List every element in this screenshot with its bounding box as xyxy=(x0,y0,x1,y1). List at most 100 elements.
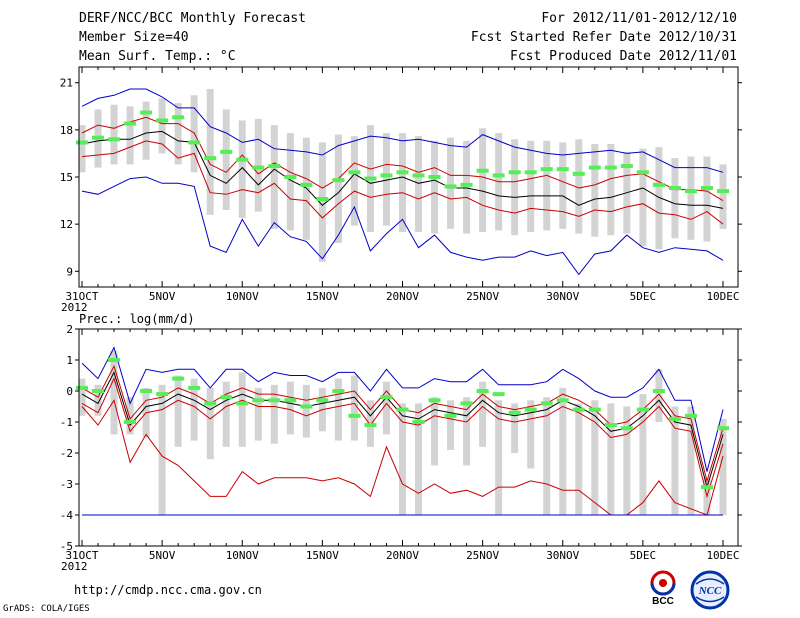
temp-observed-marker xyxy=(620,164,633,168)
precip-box xyxy=(254,387,262,441)
temp-x-tick-label: 5DEC xyxy=(630,290,657,303)
forecast-produced-label: Fcst Produced Date 2012/11/01 xyxy=(510,49,737,64)
precip-x-tick-label: 5DEC xyxy=(630,549,657,562)
temp-x-tick-label: 10NOV xyxy=(226,290,259,303)
precip-upper-envelope-line xyxy=(81,346,724,472)
temp-observed-marker xyxy=(668,186,681,190)
precip-observed-marker xyxy=(492,392,505,397)
temp-box xyxy=(206,89,214,215)
precip-y-tick-label: -4 xyxy=(60,509,74,522)
temp-box xyxy=(703,156,711,242)
precip-observed-marker xyxy=(604,423,617,428)
precip-box xyxy=(158,384,166,515)
precip-y-tick-label: 1 xyxy=(66,354,73,367)
temp-x-tick-label: 30NOV xyxy=(546,290,579,303)
precip-y-tick-label: -2 xyxy=(60,447,73,460)
temp-observed-marker xyxy=(588,165,601,170)
precip-observed-marker xyxy=(572,407,585,412)
precip-box xyxy=(334,378,342,441)
temp-observed-marker xyxy=(556,167,569,172)
temp-box xyxy=(110,104,118,165)
temp-x-tick-label: 20NOV xyxy=(386,290,419,303)
precip-box xyxy=(495,400,503,515)
temp-observed-marker xyxy=(700,186,713,190)
precip-lower-spread-line xyxy=(81,377,724,499)
temp-box xyxy=(559,142,567,229)
bcc-logo-text: BCC xyxy=(652,596,674,606)
temp-x-tick-label: 31OCT xyxy=(65,290,98,303)
temp-observed-marker xyxy=(540,167,553,172)
precip-observed-marker xyxy=(636,407,649,412)
precip-observed-marker xyxy=(428,398,441,403)
precip-box xyxy=(639,394,647,515)
precip-observed-marker xyxy=(460,401,473,406)
precip-observed-marker xyxy=(620,426,633,431)
precip-box xyxy=(174,375,182,447)
precip-observed-marker xyxy=(108,358,121,362)
precip-observed-marker xyxy=(156,392,169,397)
temp-box xyxy=(511,139,519,236)
temp-observed-marker xyxy=(476,168,489,173)
precip-observed-marker xyxy=(524,407,537,412)
temp-observed-marker xyxy=(508,170,521,175)
variable-label: Mean Surf. Temp.: °C xyxy=(79,49,236,64)
temp-x-tick-label: 10DEC xyxy=(706,290,739,303)
source-url[interactable]: http://cmdp.ncc.cma.gov.cn xyxy=(74,583,262,597)
temp-box xyxy=(655,147,663,250)
temp-box xyxy=(334,134,342,243)
precip-box xyxy=(222,381,230,447)
precip-x-tick-label: 20NOV xyxy=(386,549,419,562)
precip-x-tick-label: 15NOV xyxy=(306,549,339,562)
temp-box xyxy=(591,144,599,237)
precip-observed-marker xyxy=(396,407,409,412)
temp-box xyxy=(286,133,294,231)
temp-y-tick-label: 21 xyxy=(60,77,73,90)
precip-box xyxy=(559,387,567,515)
precip-box xyxy=(655,369,663,422)
precip-observed-marker xyxy=(364,423,377,428)
precip-observed-marker xyxy=(140,389,153,393)
precip-y-tick-label: -5 xyxy=(60,540,73,553)
precip-observed-marker xyxy=(76,385,88,390)
precip-observed-marker xyxy=(236,401,249,406)
precip-y-tick-label: 0 xyxy=(66,385,73,398)
member-size-label: Member Size=40 xyxy=(79,30,189,45)
precip-box xyxy=(591,400,599,515)
forecast-started-label: Fcst Started Refer Date 2012/10/31 xyxy=(470,30,737,45)
precip-observed-marker xyxy=(348,413,361,418)
temp-box xyxy=(238,120,246,218)
temp-x-year-label: 2012 xyxy=(61,301,88,314)
precip-plot-frame xyxy=(78,328,739,547)
temp-box xyxy=(222,109,230,210)
temp-observed-marker xyxy=(492,173,505,178)
precip-y-tick-label: 2 xyxy=(66,323,73,336)
temp-box xyxy=(575,139,583,234)
temp-y-tick-label: 18 xyxy=(60,124,73,137)
temp-plot-frame xyxy=(78,66,739,288)
temp-box xyxy=(126,106,134,165)
precip-observed-marker xyxy=(268,398,281,403)
grads-credit: GrADS: COLA/IGES xyxy=(3,604,90,614)
temp-upper-envelope-line xyxy=(81,88,724,173)
precip-observed-marker xyxy=(124,420,137,424)
precip-panel: -5 -4 -3 -2 -1 0 1 2 31OCT 5NOV 10NOV 15NOV 20NOV 25N… xyxy=(60,323,742,573)
temp-x-tick-label: 25NOV xyxy=(466,290,499,303)
precip-box xyxy=(94,384,102,416)
precip-observed-marker xyxy=(668,416,681,421)
temp-box xyxy=(719,164,727,229)
temp-lower-spread-line xyxy=(81,140,724,225)
temp-observed-marker xyxy=(348,170,361,175)
precip-observed-marker xyxy=(332,389,345,393)
precip-box xyxy=(270,384,278,444)
temp-y-tick-label: 9 xyxy=(66,265,73,278)
temp-observed-marker xyxy=(380,173,393,178)
temp-box xyxy=(350,136,358,226)
temp-box xyxy=(527,140,535,232)
temp-box xyxy=(607,144,615,236)
temp-observed-marker xyxy=(236,157,249,162)
precip-box xyxy=(126,397,134,435)
precip-y-tick-label: -1 xyxy=(60,416,73,429)
temp-observed-marker xyxy=(684,189,697,194)
chart-title: DERF/NCC/BCC Monthly Forecast xyxy=(79,11,306,26)
precip-box xyxy=(382,381,390,435)
